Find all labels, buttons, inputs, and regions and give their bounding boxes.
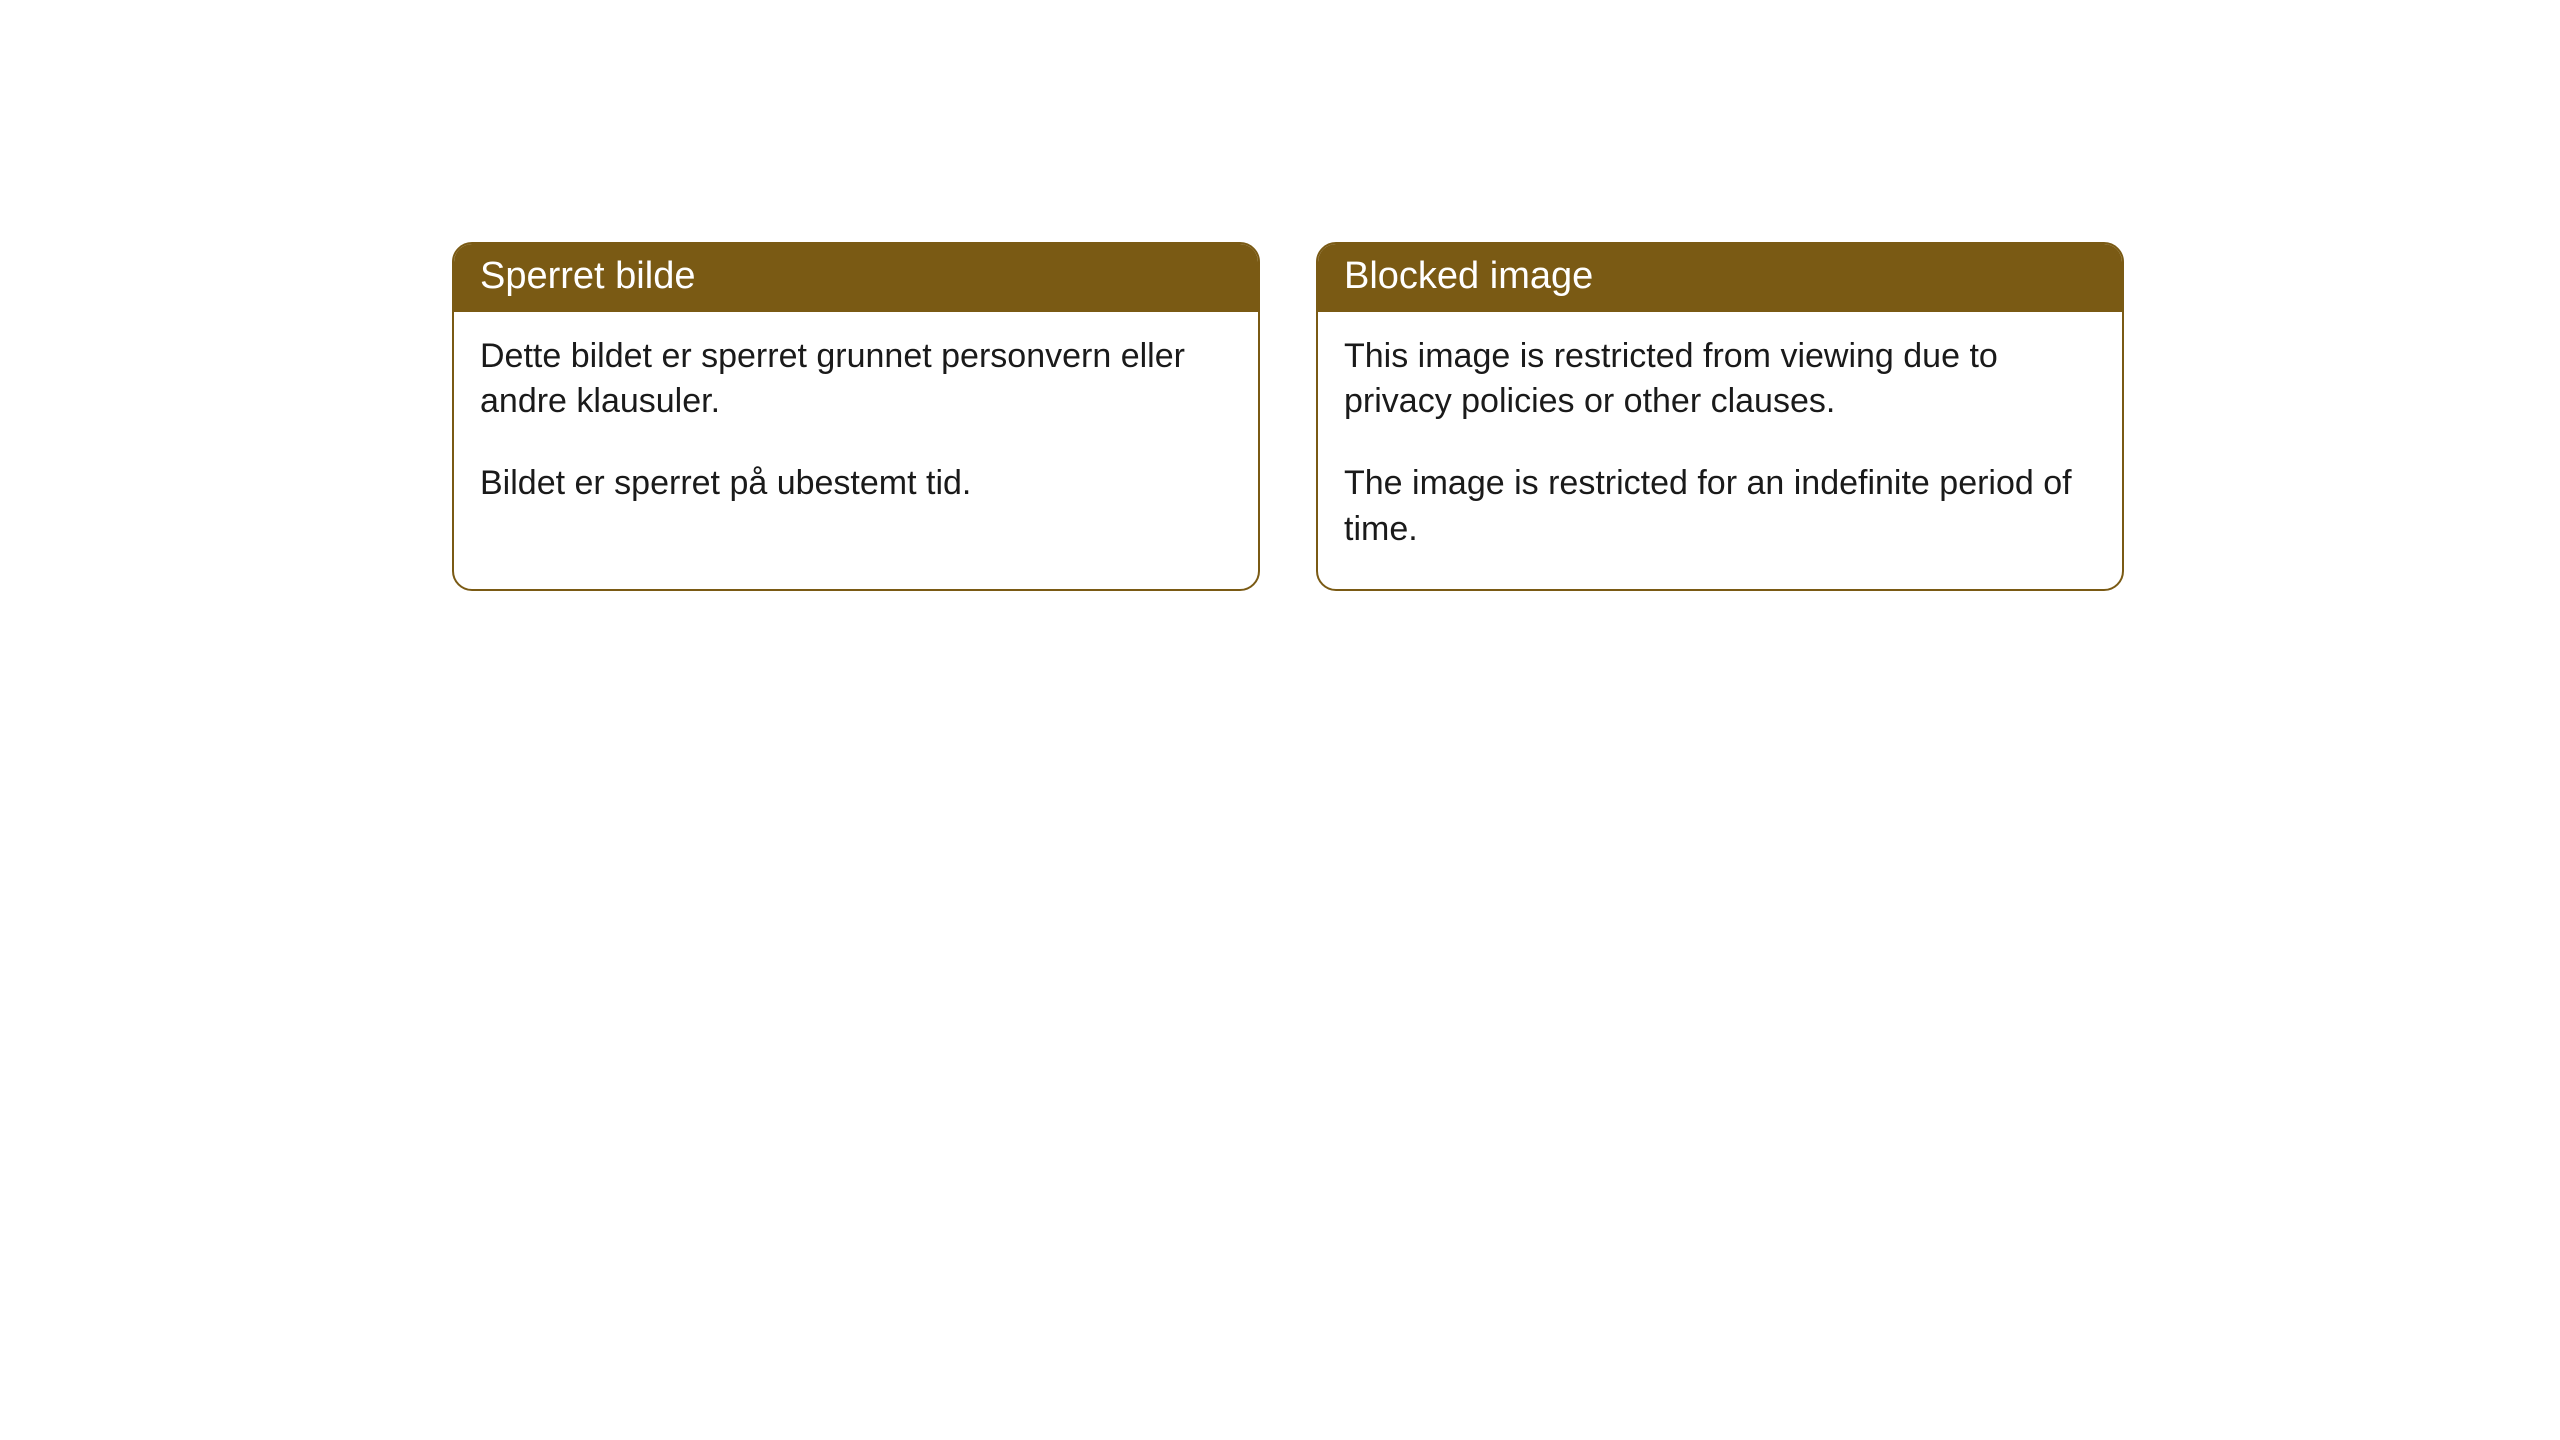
card-paragraph: Dette bildet er sperret grunnet personve… <box>480 334 1232 426</box>
card-paragraph: The image is restricted for an indefinit… <box>1344 461 2096 553</box>
card-body: This image is restricted from viewing du… <box>1318 312 2122 590</box>
notice-card-norwegian: Sperret bilde Dette bildet er sperret gr… <box>452 242 1260 591</box>
card-header: Sperret bilde <box>454 244 1258 312</box>
notice-card-english: Blocked image This image is restricted f… <box>1316 242 2124 591</box>
card-header: Blocked image <box>1318 244 2122 312</box>
card-paragraph: Bildet er sperret på ubestemt tid. <box>480 461 1232 507</box>
card-paragraph: This image is restricted from viewing du… <box>1344 334 2096 426</box>
card-body: Dette bildet er sperret grunnet personve… <box>454 312 1258 544</box>
notice-card-container: Sperret bilde Dette bildet er sperret gr… <box>452 242 2124 591</box>
